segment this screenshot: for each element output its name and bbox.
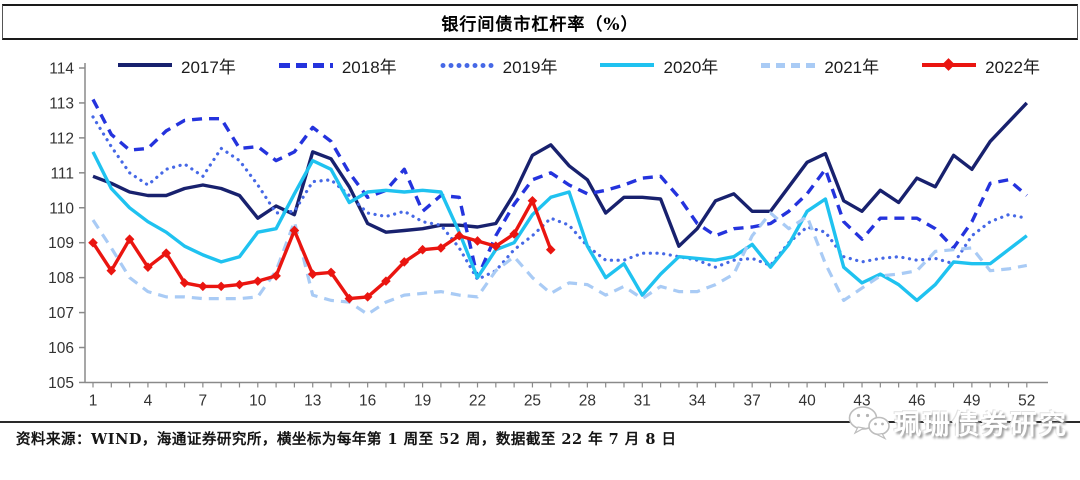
legend-item-2020: 2020年 (600, 53, 718, 78)
x-tick-label: 46 (908, 392, 925, 409)
line-sample-2017 (118, 63, 172, 67)
diamond-marker-icon (942, 58, 956, 71)
series-line-2022年 (91, 199, 553, 301)
watermark-text: 珮珊债券研究 (894, 410, 1068, 441)
data-point-diamond (344, 293, 355, 304)
y-tick-label: 109 (48, 235, 74, 252)
x-tick-label: 34 (689, 392, 707, 409)
data-point-diamond (472, 236, 483, 246)
data-point-diamond (545, 244, 556, 255)
data-point-diamond (527, 195, 538, 206)
watermark: 珮珊债券研究 (848, 403, 1068, 442)
y-tick-label: 112 (49, 130, 74, 147)
legend-label-2022: 2022年 (985, 57, 1040, 77)
data-point-diamond (143, 262, 153, 272)
data-point-diamond (88, 237, 98, 248)
x-tick-label: 16 (359, 392, 376, 409)
source-note: 资料来源：WIND，海通证券研究所，横坐标为每年第 1 周至 52 周，数据截至… (16, 431, 677, 448)
legend-item-2017: 2017年 (118, 53, 236, 78)
x-tick-label: 52 (1018, 392, 1035, 409)
y-tick-label: 105 (48, 375, 74, 392)
data-point-diamond (381, 276, 391, 286)
data-point-diamond (417, 244, 428, 255)
data-point-diamond (234, 279, 245, 290)
footer-divider (0, 421, 1080, 423)
series-line-2021年 (91, 211, 1028, 316)
data-point-diamond (399, 257, 410, 267)
x-tick-label: 31 (634, 392, 651, 409)
x-tick-label: 4 (144, 392, 153, 409)
data-point-diamond (491, 241, 501, 251)
legend-item-2019: 2019年 (439, 53, 558, 78)
y-tick-label: 108 (48, 270, 74, 287)
line-chart-canvas: 105 106 107 108 109 110 111 112 113 114 1 4 7 10 13 16 1… (48, 61, 1048, 409)
x-tick-label: 28 (579, 392, 596, 409)
series-line-2020年 (91, 151, 1028, 303)
data-point-diamond (289, 225, 300, 236)
data-point-diamond (307, 269, 318, 279)
data-point-diamond (509, 229, 519, 239)
x-tick-label: 25 (524, 392, 541, 409)
data-point-diamond (179, 278, 190, 288)
line-sample-2022 (922, 58, 977, 71)
legend-item-2018: 2018年 (278, 53, 397, 78)
x-tick-label: 10 (249, 392, 267, 409)
legend-item-2021: 2021年 (761, 53, 879, 78)
line-sample-2019 (439, 62, 494, 68)
legend-label-2020: 2020年 (663, 57, 719, 77)
line-sample-2018 (278, 62, 333, 68)
data-point-diamond (252, 276, 263, 286)
data-point-diamond (326, 267, 336, 278)
x-tick-label: 7 (199, 392, 208, 409)
x-tick-label: 40 (798, 392, 816, 409)
series-line-2019年 (91, 115, 1029, 281)
title-box-border (2, 4, 1078, 40)
x-tick-label: 37 (744, 392, 761, 409)
data-point-diamond (271, 271, 281, 281)
legend-label-2017: 2017年 (181, 57, 236, 77)
y-tick-label: 111 (50, 165, 74, 182)
chart-legend: 2017年 2018年 2019年 2020年 2021年 2022年 (118, 53, 1040, 77)
x-tick-label: 1 (89, 392, 98, 409)
x-tick-label: 43 (853, 392, 870, 409)
x-tick-label: 13 (304, 392, 321, 409)
y-tick-label: 110 (49, 200, 74, 217)
y-tick-label: 113 (49, 95, 74, 112)
legend-label-2018: 2018年 (341, 57, 397, 77)
legend-label-2021: 2021年 (824, 57, 880, 77)
x-tick-label: 19 (414, 392, 431, 409)
line-sample-2020 (600, 63, 655, 67)
x-tick-label: 22 (469, 392, 486, 409)
data-point-diamond (161, 248, 172, 258)
line-sample-2021 (761, 62, 816, 68)
data-point-diamond (216, 281, 226, 292)
wechat-icon (848, 405, 890, 440)
series-line-2017年 (92, 101, 1029, 248)
data-point-diamond (124, 234, 135, 245)
legend-item-2022: 2022年 (922, 53, 1040, 78)
series-line-2018年 (91, 98, 1028, 280)
y-tick-label: 106 (48, 340, 74, 357)
y-tick-label: 114 (49, 61, 74, 78)
y-tick-label: 107 (48, 305, 74, 322)
data-point-diamond (198, 281, 208, 292)
data-point-diamond (454, 230, 464, 241)
x-tick-label: 49 (963, 392, 980, 409)
legend-label-2019: 2019年 (502, 57, 558, 77)
data-point-diamond (362, 292, 373, 302)
data-point-diamond (436, 243, 446, 253)
chart-title: 银行间债市杠杆率（%） (441, 15, 639, 35)
data-point-diamond (106, 265, 117, 276)
